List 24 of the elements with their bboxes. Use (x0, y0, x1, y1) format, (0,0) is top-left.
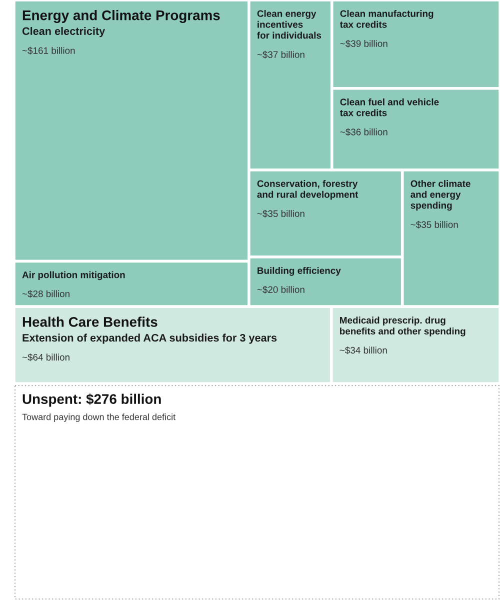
text: Energy and Climate Programs (22, 10, 220, 24)
data-label: ~$28 billion (22, 290, 70, 298)
category-label: Other climate and energy spending (410, 180, 470, 211)
category-label: Clean manufacturing tax credits (340, 10, 434, 28)
category-label: Air pollution mitigation (22, 271, 125, 280)
category-label: Building efficiency (258, 266, 341, 276)
data-label: ~$64 billion (22, 354, 70, 362)
data-label: ~$20 billion (257, 286, 304, 294)
category-label: Medicaid prescrip. drug benefits and other spending (340, 316, 466, 336)
category-label: Clean electricity (22, 27, 106, 38)
data-label: ~$39 billion (340, 40, 388, 48)
category-label: Extension of expanded ACA subsidies for 3 years (22, 334, 277, 344)
data-label: ~$161 billion (22, 46, 75, 54)
data-label: ~$35 billion (257, 210, 304, 218)
data-label: ~$36 billion (340, 128, 388, 136)
category-label: Conservation, forestry and rural development (257, 180, 358, 200)
data-label: ~$35 billion (410, 220, 458, 229)
data-label: ~$34 billion (340, 346, 387, 354)
category-label: Clean energy incentives for individuals (257, 10, 322, 39)
category-label: Clean fuel and vehicle tax credits (340, 98, 439, 116)
data-label: Unspent: $276 billion (22, 394, 161, 407)
data-label: ~$37 billion (257, 50, 304, 58)
category-label: Toward paying down the federal deficit (22, 414, 176, 422)
text: Health Care Benefits (22, 316, 158, 327)
